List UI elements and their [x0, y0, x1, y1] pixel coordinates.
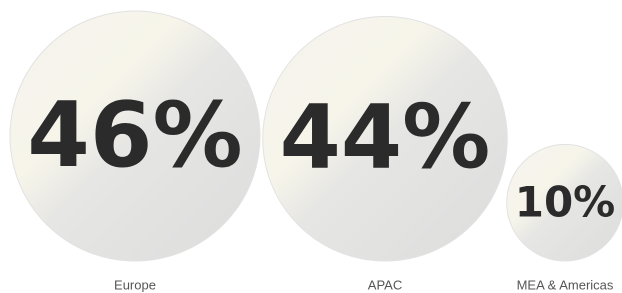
category-label: Europe — [114, 277, 156, 292]
value-label: 44% — [280, 86, 491, 189]
category-label: APAC — [368, 277, 402, 292]
category-label: MEA & Americas — [517, 277, 614, 292]
value-label: 10% — [515, 178, 616, 227]
chart: 46% Europe 44% APAC 10% MEA & Americas — [0, 0, 622, 293]
value-label: 46% — [27, 83, 242, 188]
